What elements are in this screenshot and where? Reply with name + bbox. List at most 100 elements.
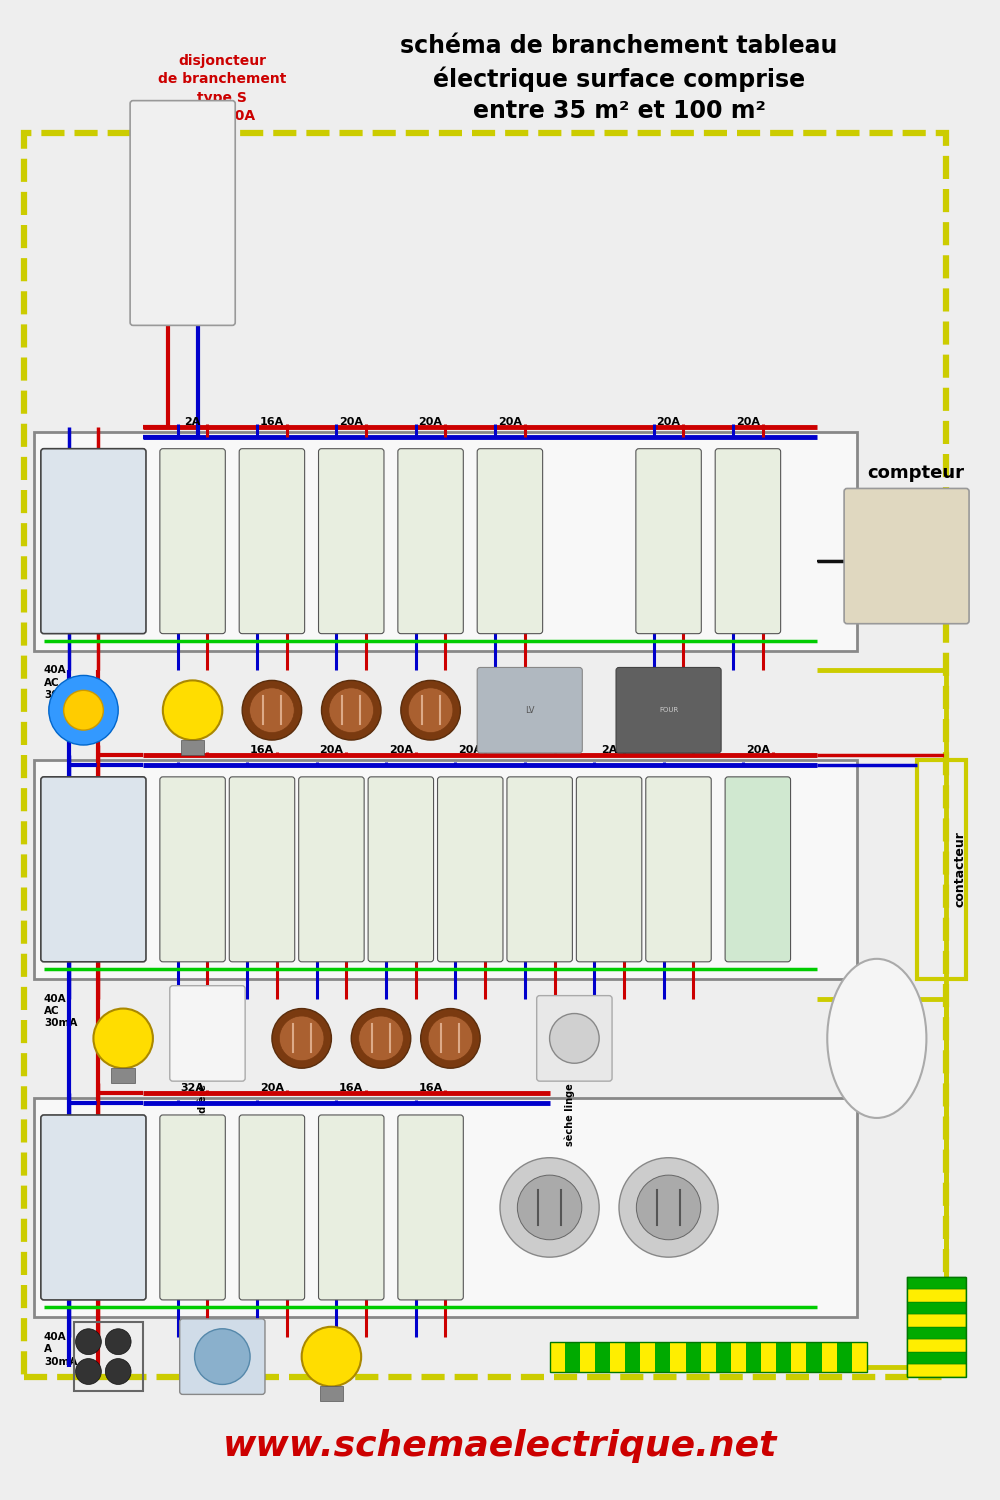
FancyBboxPatch shape (438, 777, 503, 962)
Bar (686, 1341, 701, 1371)
Text: 20A: 20A (339, 417, 363, 428)
Bar (701, 1341, 716, 1371)
Text: 16A: 16A (250, 746, 274, 754)
Text: 20A: 20A (419, 417, 443, 428)
Circle shape (93, 1008, 153, 1068)
Circle shape (428, 1016, 473, 1060)
FancyBboxPatch shape (398, 448, 463, 633)
Text: 40A
AC
30mA: 40A AC 30mA (44, 666, 77, 700)
Bar (746, 1341, 761, 1371)
FancyBboxPatch shape (130, 100, 235, 326)
Bar (761, 1341, 776, 1371)
FancyBboxPatch shape (299, 777, 364, 962)
Text: contacteur: contacteur (953, 831, 966, 908)
Circle shape (76, 1329, 101, 1354)
Text: www.schemaelectrique.net: www.schemaelectrique.net (223, 1430, 777, 1462)
FancyBboxPatch shape (844, 489, 969, 624)
Bar (907, 1328, 966, 1340)
Text: FOUR: FOUR (659, 706, 678, 712)
Bar (640, 1341, 655, 1371)
Bar (852, 1341, 867, 1371)
Text: LV: LV (525, 705, 534, 714)
Circle shape (421, 1008, 480, 1068)
FancyBboxPatch shape (576, 777, 642, 962)
Bar (907, 1276, 966, 1377)
Circle shape (619, 1158, 718, 1257)
Bar (907, 1364, 966, 1377)
Bar (776, 1341, 791, 1371)
Bar (907, 1352, 966, 1364)
Bar (731, 1341, 746, 1371)
FancyBboxPatch shape (41, 1114, 146, 1300)
FancyBboxPatch shape (41, 777, 146, 962)
Bar (24, 134, 946, 1377)
Text: 20A: 20A (746, 746, 770, 754)
Bar (595, 1341, 610, 1371)
Text: 16A: 16A (180, 746, 205, 754)
FancyBboxPatch shape (319, 1114, 384, 1300)
Text: 20A: 20A (528, 746, 552, 754)
Bar (34, 1098, 857, 1317)
Text: 16A: 16A (260, 417, 284, 428)
Text: 20A: 20A (657, 417, 681, 428)
Circle shape (408, 688, 453, 732)
Bar (716, 1341, 731, 1371)
Bar (111, 1068, 135, 1083)
FancyBboxPatch shape (239, 1114, 305, 1300)
Text: chaudière: chaudière (198, 1083, 208, 1138)
FancyBboxPatch shape (636, 448, 701, 633)
Text: 20A: 20A (319, 746, 343, 754)
Text: 40A
AC
30mA: 40A AC 30mA (44, 993, 77, 1029)
FancyBboxPatch shape (725, 777, 791, 962)
FancyBboxPatch shape (160, 448, 225, 633)
Text: disjoncteur
de branchement
type S
15A-40A: disjoncteur de branchement type S 15A-40… (158, 54, 287, 123)
Text: 20A: 20A (389, 746, 413, 754)
Circle shape (401, 681, 460, 740)
Bar (34, 760, 857, 978)
Circle shape (359, 1016, 403, 1060)
Circle shape (76, 1359, 101, 1384)
Circle shape (64, 690, 103, 730)
Text: compteur: compteur (867, 464, 964, 482)
Bar (907, 1314, 966, 1328)
FancyBboxPatch shape (368, 777, 434, 962)
FancyBboxPatch shape (616, 668, 721, 753)
Bar (550, 1341, 867, 1371)
Bar (320, 1386, 343, 1401)
Circle shape (322, 681, 381, 740)
Bar (580, 1341, 595, 1371)
Circle shape (351, 1008, 411, 1068)
FancyBboxPatch shape (180, 1318, 265, 1395)
FancyBboxPatch shape (477, 448, 543, 633)
Circle shape (195, 1329, 250, 1384)
FancyBboxPatch shape (170, 986, 245, 1082)
Circle shape (272, 1008, 331, 1068)
Circle shape (250, 688, 294, 732)
FancyBboxPatch shape (160, 777, 225, 962)
Bar (74, 1322, 143, 1392)
FancyBboxPatch shape (715, 448, 781, 633)
Bar (917, 760, 966, 978)
Bar (34, 432, 857, 651)
Bar (655, 1341, 670, 1371)
Bar (670, 1341, 686, 1371)
Text: 16A: 16A (418, 1083, 443, 1094)
FancyBboxPatch shape (537, 996, 612, 1082)
Text: 20A: 20A (666, 746, 690, 754)
Bar (822, 1341, 837, 1371)
FancyBboxPatch shape (507, 777, 572, 962)
FancyBboxPatch shape (398, 1114, 463, 1300)
FancyBboxPatch shape (646, 777, 711, 962)
Circle shape (550, 1014, 599, 1064)
Circle shape (329, 688, 374, 732)
FancyBboxPatch shape (319, 448, 384, 633)
Bar (625, 1341, 640, 1371)
Circle shape (302, 1328, 361, 1386)
Text: schéma de branchement tableau
électrique surface comprise
entre 35 m² et 100 m²: schéma de branchement tableau électrique… (400, 34, 838, 123)
Bar (837, 1341, 852, 1371)
FancyBboxPatch shape (41, 448, 146, 633)
FancyBboxPatch shape (477, 668, 582, 753)
Circle shape (500, 1158, 599, 1257)
FancyBboxPatch shape (229, 777, 295, 962)
Bar (610, 1341, 625, 1371)
